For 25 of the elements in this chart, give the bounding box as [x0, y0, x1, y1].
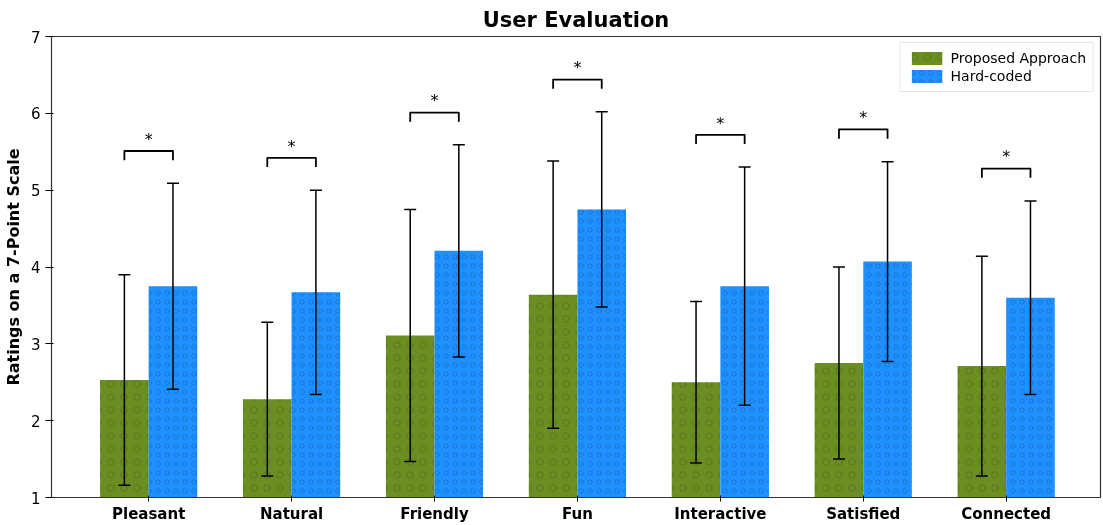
y-axis-title: Ratings on a 7-Point Scale [3, 148, 23, 386]
chart-title: User Evaluation [482, 7, 670, 32]
x-tick-label: Friendly [400, 504, 469, 523]
annotation: * [430, 91, 439, 111]
y-tick-label: 3 [30, 335, 41, 354]
y-tick-label: 6 [30, 105, 41, 124]
annotation: * [573, 58, 582, 78]
legend-label: Proposed Approach [950, 50, 1086, 66]
y-tick-label: 2 [30, 412, 41, 431]
x-tick-label: Connected [961, 504, 1052, 523]
legend-label: Hard-coded [950, 68, 1032, 84]
x-tick-label: Fun [562, 504, 593, 523]
x-tick-label: Satisfied [826, 504, 901, 523]
annotation: * [287, 136, 296, 156]
x-tick-label: Pleasant [112, 504, 186, 523]
annotation: * [1002, 147, 1011, 167]
y-tick-label: 4 [30, 259, 41, 277]
annotation: * [144, 129, 153, 149]
y-tick-label: 1 [30, 489, 41, 508]
y-tick-label: 7 [30, 28, 41, 47]
y-tick-label: 5 [30, 182, 41, 201]
x-tick-label: Natural [260, 504, 324, 523]
annotation: * [859, 108, 868, 128]
x-tick-label: Interactive [674, 504, 767, 523]
annotation: * [716, 113, 725, 133]
